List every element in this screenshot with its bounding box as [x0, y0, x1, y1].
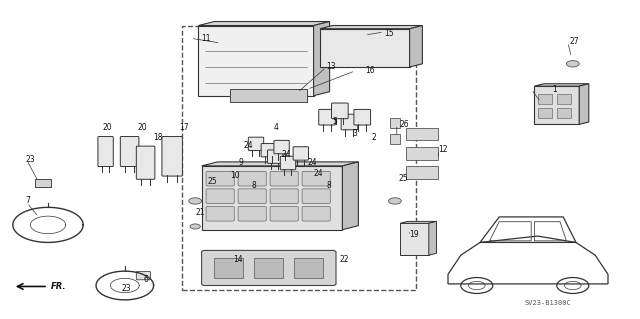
Text: 4: 4 [273, 123, 278, 132]
Bar [557, 94, 571, 104]
Bar [294, 258, 323, 278]
Circle shape [388, 198, 401, 204]
FancyBboxPatch shape [268, 150, 283, 163]
FancyBboxPatch shape [341, 114, 358, 130]
FancyBboxPatch shape [354, 109, 371, 125]
FancyBboxPatch shape [238, 189, 266, 204]
Bar [390, 118, 400, 128]
Text: 5: 5 [333, 117, 338, 126]
Polygon shape [400, 221, 436, 223]
Bar [214, 258, 243, 278]
Text: 24: 24 [243, 141, 253, 150]
Text: SV23-B1300C: SV23-B1300C [525, 300, 572, 306]
Polygon shape [400, 223, 429, 255]
Polygon shape [342, 162, 358, 230]
FancyBboxPatch shape [206, 189, 234, 204]
Bar [390, 134, 400, 144]
Bar [406, 147, 438, 160]
FancyBboxPatch shape [302, 189, 330, 204]
Circle shape [566, 61, 579, 67]
Text: 8: 8 [326, 181, 331, 189]
Bar [230, 89, 307, 102]
Text: 25: 25 [208, 177, 218, 186]
Polygon shape [314, 22, 330, 96]
FancyBboxPatch shape [319, 109, 335, 125]
FancyBboxPatch shape [238, 206, 266, 221]
Text: 23: 23 [26, 155, 35, 164]
Text: 8: 8 [252, 181, 256, 189]
FancyBboxPatch shape [136, 146, 155, 179]
Text: 17: 17 [179, 123, 189, 132]
Text: 27: 27 [570, 37, 579, 46]
Polygon shape [202, 162, 358, 166]
FancyBboxPatch shape [120, 137, 139, 167]
Text: 1: 1 [552, 85, 557, 94]
Bar [254, 258, 283, 278]
Circle shape [189, 198, 202, 204]
Text: 24: 24 [314, 169, 323, 178]
FancyBboxPatch shape [302, 206, 330, 221]
FancyBboxPatch shape [302, 171, 330, 186]
FancyBboxPatch shape [98, 137, 113, 167]
Text: 20: 20 [102, 123, 112, 132]
Text: 15: 15 [384, 29, 394, 38]
Bar [557, 108, 571, 118]
Text: 6: 6 [144, 275, 149, 284]
FancyBboxPatch shape [238, 171, 266, 186]
Text: 11: 11 [202, 34, 211, 43]
Text: 18: 18 [154, 133, 163, 142]
FancyBboxPatch shape [206, 171, 234, 186]
Polygon shape [320, 29, 410, 67]
Polygon shape [534, 86, 579, 124]
Circle shape [190, 224, 200, 229]
FancyBboxPatch shape [332, 103, 348, 119]
Bar [538, 94, 552, 104]
FancyBboxPatch shape [270, 189, 298, 204]
Polygon shape [534, 84, 589, 86]
Text: 23: 23 [122, 284, 131, 293]
FancyBboxPatch shape [136, 271, 150, 280]
Bar [538, 108, 552, 118]
Polygon shape [410, 26, 422, 67]
FancyBboxPatch shape [274, 140, 289, 154]
Bar [182, 26, 416, 290]
Text: 13: 13 [326, 63, 336, 71]
Polygon shape [202, 166, 342, 230]
Bar [406, 166, 438, 179]
Text: 20: 20 [138, 123, 147, 132]
FancyBboxPatch shape [206, 206, 234, 221]
Text: 19: 19 [410, 230, 419, 239]
FancyBboxPatch shape [248, 137, 264, 151]
Text: 26: 26 [400, 120, 410, 129]
Text: 9: 9 [238, 158, 243, 167]
Polygon shape [579, 84, 589, 124]
Polygon shape [320, 26, 422, 29]
Text: 22: 22 [339, 256, 349, 264]
FancyBboxPatch shape [162, 137, 182, 176]
Text: 25: 25 [398, 174, 408, 183]
Text: FR.: FR. [51, 282, 67, 291]
FancyBboxPatch shape [280, 156, 296, 170]
Polygon shape [198, 26, 314, 96]
FancyBboxPatch shape [270, 206, 298, 221]
FancyBboxPatch shape [293, 147, 308, 160]
Text: 10: 10 [230, 171, 240, 180]
FancyBboxPatch shape [270, 171, 298, 186]
Bar [35, 179, 51, 187]
Polygon shape [429, 221, 436, 255]
Text: 3: 3 [352, 130, 357, 138]
Text: 24: 24 [307, 158, 317, 167]
Text: 21: 21 [195, 208, 205, 217]
Bar [406, 128, 438, 140]
Text: 24: 24 [282, 150, 291, 159]
FancyBboxPatch shape [202, 250, 336, 286]
Text: 2: 2 [371, 133, 376, 142]
Text: 14: 14 [234, 256, 243, 264]
Text: 16: 16 [365, 66, 374, 75]
FancyBboxPatch shape [261, 144, 276, 157]
Text: 7: 7 [26, 197, 31, 205]
Text: 12: 12 [438, 145, 448, 154]
Polygon shape [198, 22, 330, 26]
